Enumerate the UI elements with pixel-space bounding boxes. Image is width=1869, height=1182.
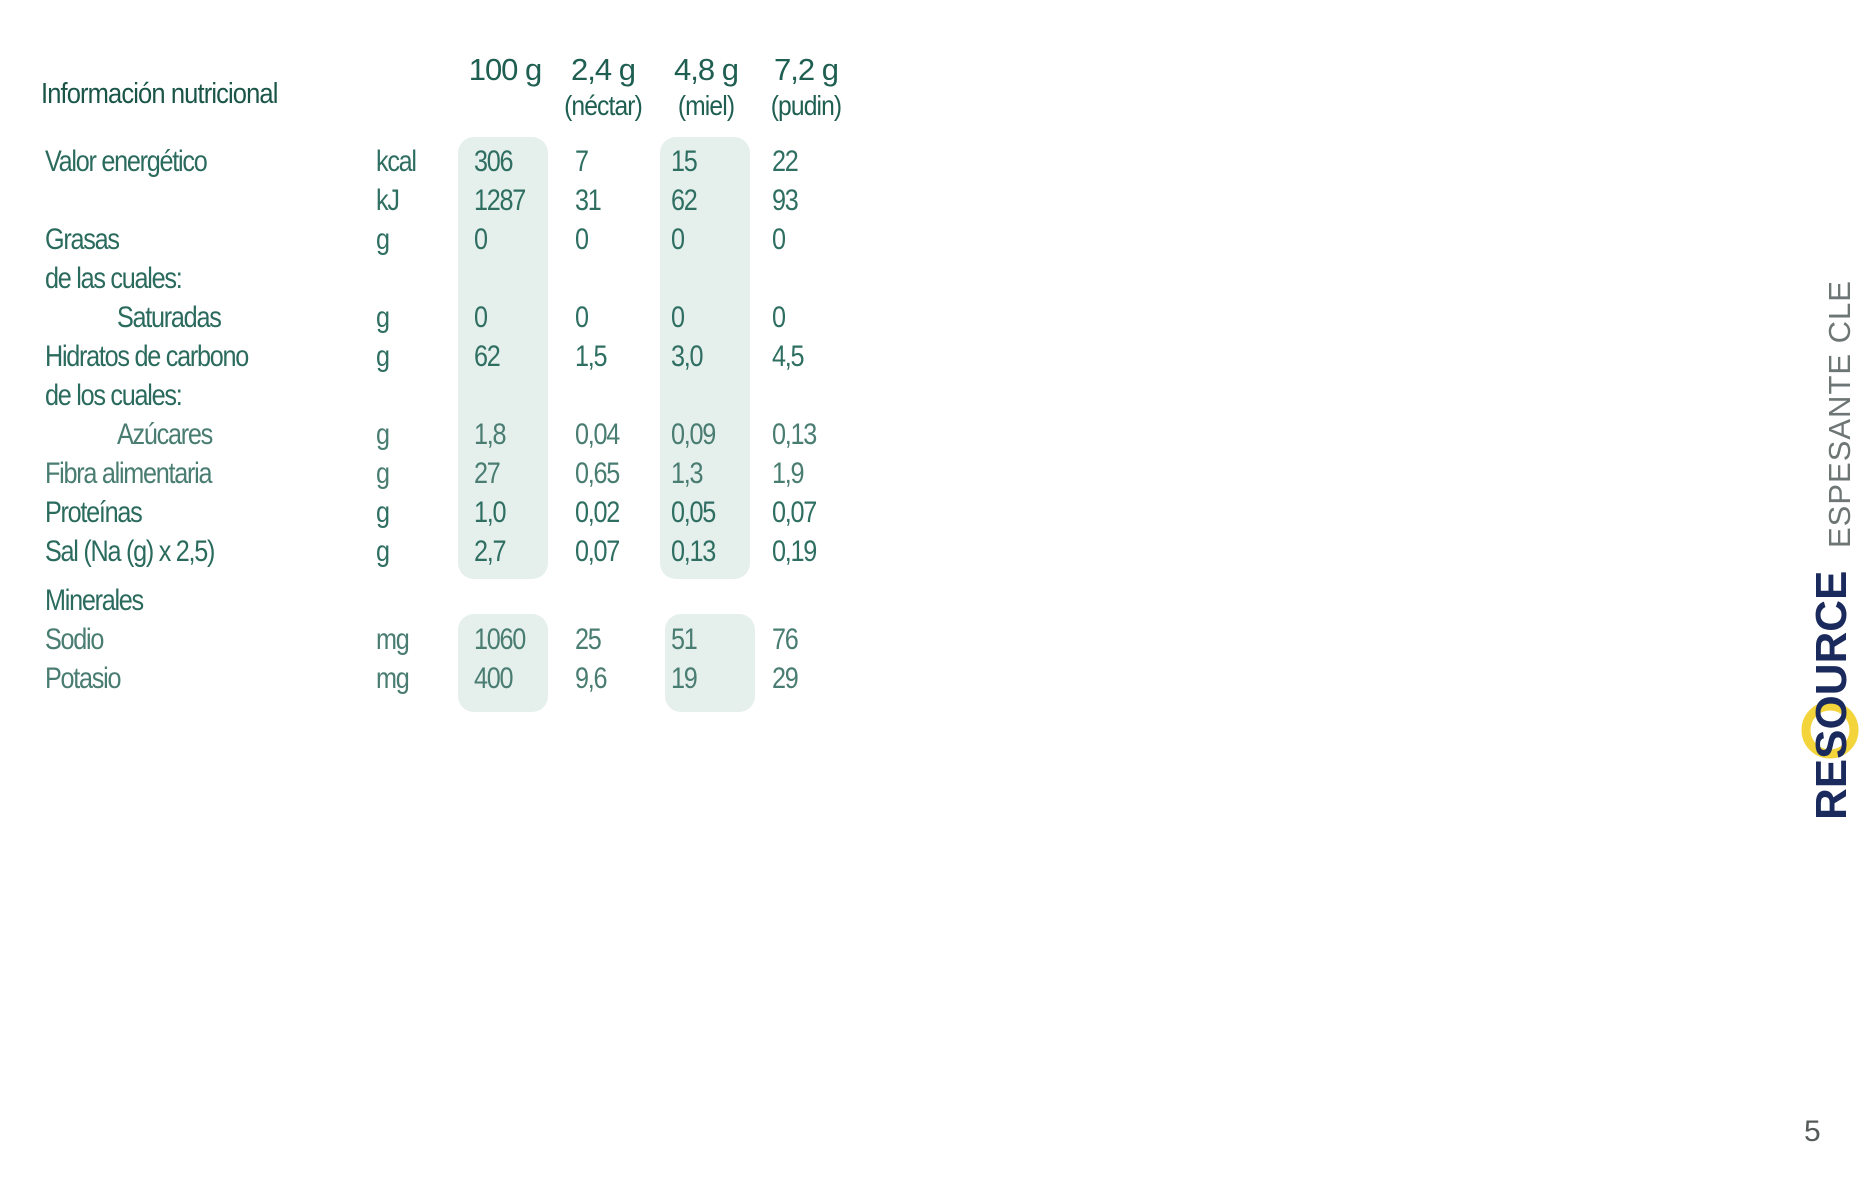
row-value: 93: [772, 184, 799, 217]
row-value: 29: [772, 662, 799, 695]
column-amount: 7,2 g: [774, 52, 839, 87]
row-unit: g: [376, 457, 390, 490]
row-unit: g: [376, 301, 390, 334]
column-subtitle: (miel): [677, 90, 735, 121]
row-unit: g: [376, 223, 390, 256]
row-unit: g: [376, 535, 390, 568]
row-unit: mg: [376, 623, 410, 656]
row-value: 0: [772, 223, 786, 256]
row-value: 1,5: [575, 340, 608, 373]
row-unit: mg: [376, 662, 410, 695]
row-label: Potasio: [45, 662, 121, 695]
row-value: 306: [474, 145, 514, 178]
row-value: 0,07: [575, 535, 620, 568]
column-subtitle: (pudin): [770, 90, 842, 121]
row-value: 4,5: [772, 340, 805, 373]
page-number: 5: [1804, 1115, 1821, 1148]
table-title: Información nutricional: [41, 78, 278, 110]
row-value: 0,09: [671, 418, 716, 451]
row-value: 31: [575, 184, 602, 217]
row-value: 0: [671, 223, 685, 256]
row-value: 0,65: [575, 457, 620, 490]
row-value: 0,13: [671, 535, 716, 568]
row-unit: kcal: [376, 145, 417, 178]
row-label: de los cuales:: [45, 379, 183, 412]
column-amount: 100 g: [468, 52, 543, 87]
column-header-1: 100 g: [445, 52, 565, 88]
product-name: ESPESANTE CLEAR: [1822, 280, 1857, 548]
row-label: Fibra alimentaria: [45, 457, 213, 490]
row-value: 0,05: [671, 496, 716, 529]
row-label: de las cuales:: [45, 262, 183, 295]
row-value: 400: [474, 662, 514, 695]
brand-logo: RESOURCE ESPESANTE CLEAR: [1801, 280, 1859, 820]
row-value: 19: [671, 662, 698, 695]
highlight-miel-minerals: [665, 614, 755, 712]
row-value: 1,3: [671, 457, 704, 490]
row-label: Hidratos de carbono: [45, 340, 249, 373]
row-value: 0: [772, 301, 786, 334]
row-value: 76: [772, 623, 799, 656]
row-unit: g: [376, 418, 390, 451]
row-value: 0,13: [772, 418, 817, 451]
row-value: 1,8: [474, 418, 507, 451]
row-value: 27: [474, 457, 501, 490]
row-label: Saturadas: [117, 301, 222, 334]
row-value: 0: [474, 301, 488, 334]
row-value: 15: [671, 145, 698, 178]
row-unit: kJ: [376, 184, 400, 217]
row-value: 22: [772, 145, 799, 178]
highlight-miel-main: [660, 137, 750, 579]
row-value: 1,0: [474, 496, 507, 529]
row-label: Grasas: [45, 223, 120, 256]
row-value: 0: [671, 301, 685, 334]
column-header-2: 2,4 g (néctar): [543, 52, 663, 124]
row-value: 62: [671, 184, 698, 217]
row-value: 1,9: [772, 457, 805, 490]
logo-wordmark: RESOURCE: [1807, 571, 1856, 820]
row-label: Azúcares: [117, 418, 213, 451]
row-value: 0,02: [575, 496, 620, 529]
row-value: 51: [671, 623, 698, 656]
minerals-heading: Minerales: [45, 584, 144, 617]
row-value: 62: [474, 340, 501, 373]
row-value: 0: [575, 223, 589, 256]
row-value: 3,0: [671, 340, 704, 373]
row-value: 0: [474, 223, 488, 256]
row-unit: g: [376, 496, 390, 529]
row-value: 0,04: [575, 418, 620, 451]
logo-yellow-ring: [1801, 701, 1859, 759]
row-value: 9,6: [575, 662, 608, 695]
column-subtitle: (néctar): [564, 90, 643, 121]
row-label: Sodio: [45, 623, 104, 656]
column-header-3: 4,8 g (miel): [646, 52, 766, 124]
column-amount: 2,4 g: [571, 52, 636, 87]
row-value: 0,19: [772, 535, 817, 568]
row-value: 2,7: [474, 535, 507, 568]
row-value: 1287: [474, 184, 526, 217]
highlight-100g-minerals: [458, 614, 548, 712]
row-value: 1060: [474, 623, 526, 656]
column-header-4: 7,2 g (pudin): [746, 52, 866, 124]
row-label: Valor energético: [45, 145, 208, 178]
highlight-100g-main: [458, 137, 548, 579]
row-label: Sal (Na (g) x 2,5): [45, 535, 215, 568]
row-value: 7: [575, 145, 589, 178]
row-label: Proteínas: [45, 496, 143, 529]
row-value: 25: [575, 623, 602, 656]
row-unit: g: [376, 340, 390, 373]
row-value: 0: [575, 301, 589, 334]
column-amount: 4,8 g: [674, 52, 739, 87]
row-value: 0,07: [772, 496, 817, 529]
